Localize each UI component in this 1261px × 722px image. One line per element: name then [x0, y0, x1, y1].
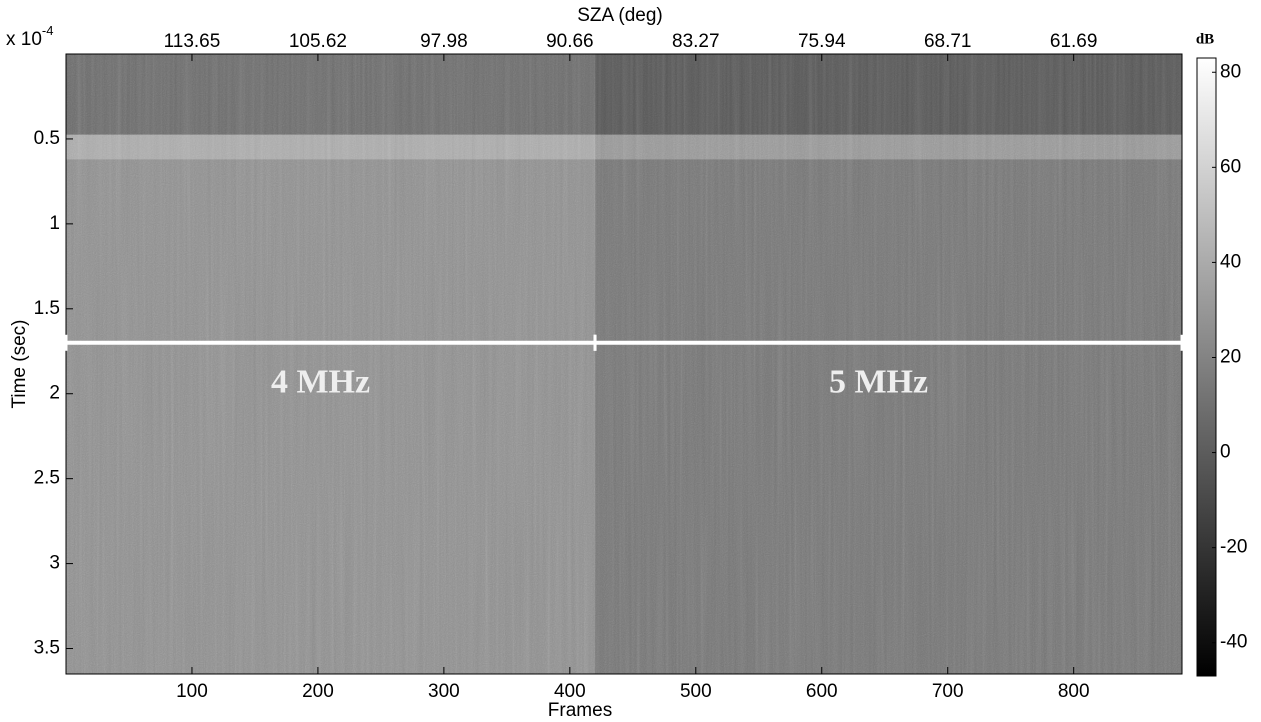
- y-multiplier-base: x 10: [6, 29, 42, 50]
- x2-tick-label: 97.98: [420, 31, 468, 52]
- x2-tick-label: 83.27: [672, 31, 720, 52]
- x-tick-label: 100: [176, 681, 208, 702]
- colorbar-tick-label: 60: [1220, 156, 1241, 177]
- x-label: Frames: [548, 700, 612, 721]
- x-tick-label: 300: [428, 681, 460, 702]
- y-tick-label: 1: [49, 213, 60, 234]
- colorbar-tick-label: -20: [1220, 537, 1247, 558]
- x2-tick-label: 113.65: [164, 31, 221, 52]
- y-label: Time (sec): [9, 319, 30, 408]
- colorbar-tick-label: 20: [1220, 347, 1241, 368]
- colorbar-tick-label: -40: [1220, 632, 1247, 653]
- x2-tick-label: 75.94: [798, 31, 846, 52]
- colorbar-tick-label: 0: [1220, 442, 1231, 463]
- x2-label: SZA (deg): [577, 5, 663, 26]
- band-label: 5 MHz: [829, 364, 928, 401]
- colorbar-tick-label: 80: [1220, 61, 1241, 82]
- streak-texture: [66, 54, 1182, 674]
- x-tick-label: 800: [1058, 681, 1090, 702]
- x-tick-label: 700: [932, 681, 964, 702]
- y-tick-label: 0.5: [34, 128, 60, 149]
- y-tick-label: 1.5: [34, 298, 60, 319]
- y-multiplier: x 10-4: [6, 23, 53, 50]
- y-tick-label: 3.5: [34, 638, 60, 659]
- y-multiplier-exponent: -4: [42, 23, 54, 38]
- x-tick-label: 400: [554, 681, 586, 702]
- x2-tick-label: 105.62: [289, 31, 347, 52]
- x-tick-label: 500: [680, 681, 712, 702]
- x2-tick-label: 68.71: [924, 31, 972, 52]
- x2-tick-label: 90.66: [546, 31, 594, 52]
- plot-frame: [65, 53, 1183, 675]
- band-label: 4 MHz: [271, 364, 370, 401]
- y-tick-label: 2: [49, 383, 60, 404]
- y-tick-label: 3: [49, 553, 60, 574]
- colorbar-tick-label: 40: [1220, 251, 1241, 272]
- x-tick-label: 600: [806, 681, 838, 702]
- y-tick-label: 2.5: [34, 468, 60, 489]
- x-tick-label: 200: [302, 681, 334, 702]
- x2-tick-label: 61.69: [1050, 31, 1098, 52]
- colorbar-label: dB: [1196, 31, 1214, 47]
- colorbar: [1196, 57, 1217, 677]
